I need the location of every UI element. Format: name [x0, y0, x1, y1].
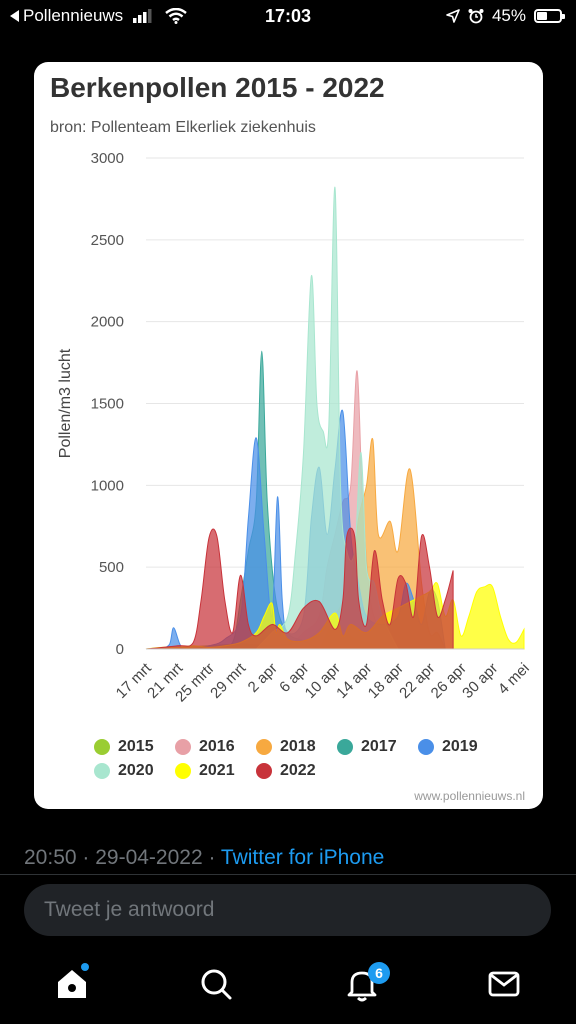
legend-label: 2021 — [199, 762, 235, 779]
legend-item-2018[interactable]: 2018 — [256, 738, 316, 756]
x-tick-label: 22 apr — [396, 660, 438, 702]
legend-label: 2019 — [442, 738, 478, 755]
legend-swatch — [256, 763, 272, 779]
search-tab[interactable] — [196, 964, 236, 1004]
series-area-2022 — [145, 527, 454, 650]
status-icons: 45% — [446, 6, 565, 26]
battery-percentage: 45% — [491, 6, 526, 25]
x-tick-label: 14 apr — [333, 660, 375, 702]
messages-tab[interactable] — [484, 964, 524, 1004]
chart-subtitle: bron: Pollenteam Elkerliek ziekenhuis — [50, 119, 316, 136]
home-tab[interactable] — [52, 964, 92, 1004]
reply-input[interactable]: Tweet je antwoord — [24, 884, 551, 936]
legend-swatch — [94, 763, 110, 779]
tweet-timestamp: 20:50 · 29-04-2022 · — [24, 846, 221, 869]
chart-card[interactable]: Berkenpollen 2015 - 2022 bron: Pollentea… — [34, 62, 543, 809]
x-tick-label: 2 apr — [245, 660, 281, 696]
mail-icon — [488, 971, 520, 997]
y-tick-label: 0 — [116, 641, 124, 658]
search-icon — [201, 969, 232, 1000]
battery-level — [537, 12, 547, 20]
y-tick-label: 1500 — [91, 396, 124, 413]
battery-icon — [534, 9, 565, 23]
divider — [0, 874, 576, 875]
legend-item-2015[interactable]: 2015 — [94, 738, 154, 756]
legend-label: 2020 — [118, 762, 154, 779]
bottom-nav — [0, 950, 576, 1024]
y-tick-label: 500 — [99, 559, 124, 576]
legend-label: 2022 — [280, 762, 316, 779]
legend-swatch — [175, 739, 191, 755]
tweet-source-link[interactable]: Twitter for iPhone — [220, 846, 385, 869]
chart-title: Berkenpollen 2015 - 2022 — [50, 72, 385, 103]
notifications-badge: 6 — [368, 962, 390, 984]
signal-icon — [133, 9, 152, 23]
legend-item-2017[interactable]: 2017 — [337, 738, 397, 756]
legend-item-2020[interactable]: 2020 — [94, 762, 154, 780]
legend-label: 2016 — [199, 738, 235, 755]
reply-placeholder: Tweet je antwoord — [44, 898, 215, 921]
legend-label: 2018 — [280, 738, 316, 755]
back-to-app-link[interactable]: Pollennieuws — [10, 6, 187, 26]
alarm-icon — [468, 9, 484, 24]
x-tick-label: 18 apr — [365, 660, 407, 702]
series-area-2020 — [255, 186, 399, 650]
watermark: www.pollennieuws.nl — [414, 789, 525, 803]
y-tick-label: 1000 — [91, 477, 124, 494]
tweet-meta: 20:50 · 29-04-2022 · Twitter for iPhone — [24, 846, 384, 870]
legend-swatch — [256, 739, 272, 755]
x-tick-label: 10 apr — [302, 660, 344, 702]
legend-label: 2015 — [118, 738, 154, 755]
y-tick-label: 3000 — [91, 150, 124, 167]
home-new-indicator — [81, 963, 89, 971]
legend-swatch — [418, 739, 434, 755]
back-app-name: Pollennieuws — [23, 6, 124, 25]
x-tick-label: 29 mrt — [207, 659, 250, 702]
x-tick-label: 26 apr — [428, 660, 470, 702]
y-tick-label: 2000 — [91, 314, 124, 331]
legend-swatch — [94, 739, 110, 755]
status-bar: Pollennieuws 17:03 45% — [0, 0, 576, 34]
legend-item-2021[interactable]: 2021 — [175, 762, 235, 780]
legend-label: 2017 — [361, 738, 397, 755]
y-axis-label: Pollen/m3 lucht — [57, 348, 74, 458]
x-tick-label: 30 apr — [459, 660, 501, 702]
legend-swatch — [337, 739, 353, 755]
legend-item-2019[interactable]: 2019 — [418, 738, 478, 756]
legend-item-2022[interactable]: 2022 — [256, 762, 316, 780]
legend-item-2016[interactable]: 2016 — [175, 738, 235, 756]
wifi-icon — [165, 8, 187, 24]
legend-swatch — [175, 763, 191, 779]
pollen-chart: 0 500 1000 1500 2000 2500 3000 Pollen/m3 lucht 1… — [57, 150, 533, 705]
location-icon — [446, 9, 460, 23]
y-tick-label: 2500 — [91, 232, 124, 249]
back-arrow-icon — [10, 10, 19, 22]
x-tick-label: 4 mei — [495, 660, 533, 698]
clock: 17:03 — [264, 6, 312, 26]
home-icon — [58, 970, 86, 998]
